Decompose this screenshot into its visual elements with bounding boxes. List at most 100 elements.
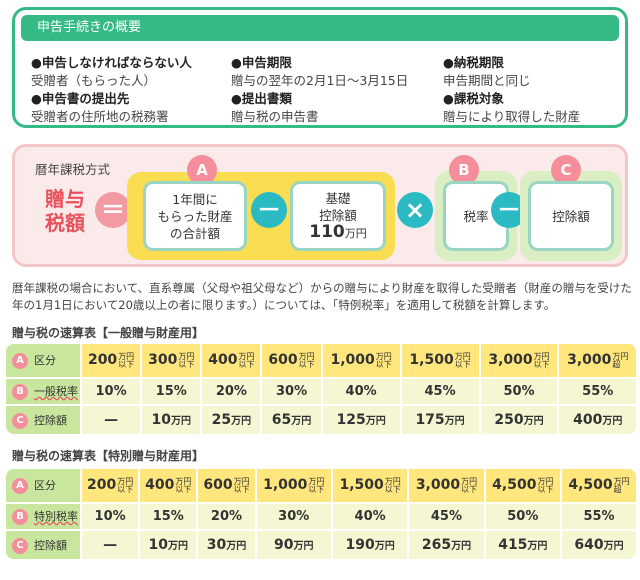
bracket-amount: 1,500 [339,477,384,494]
bracket-cell: 300万円 以下 [142,344,203,379]
bracket-unit: 万円 以下 [233,476,250,494]
deduction-cell: 415万円 [485,531,562,559]
tax-rate-label: 税率 [463,208,489,224]
deduction-unit: 万円 [291,416,312,427]
bracket-amount: 400 [145,477,175,494]
deduction-unit: 万円 [602,416,623,427]
rate-cell: 10% [82,504,141,531]
multiply-icon: × [397,192,433,228]
bracket-unit: 万円 以下 [385,477,401,494]
deduction-cell: 10万円 [140,531,199,559]
unit-bottom: 以下 [175,484,192,494]
deduction-unit: 万円 [451,541,472,552]
bracket-cell: 400万円 以下 [202,344,263,379]
unit-bottom: 以下 [298,359,315,369]
bracket-unit: 万円 以下 [117,477,134,494]
table-row-deduction: C 控除額 — 10万円 25万円 65万円 125万円 175万円 250万円 … [6,406,636,434]
unit-top: 万円 [612,351,629,361]
rate-cell: 45% [401,379,481,406]
deduction-num: 250 [494,412,524,428]
badge-b-icon: B [12,509,28,525]
row-label-text: 控除額 [34,413,67,427]
bracket-unit: 万円 以下 [537,476,554,494]
rate-cell: 40% [332,504,410,531]
unit-bottom: 以下 [117,484,134,494]
badge-c-icon: C [12,412,28,429]
equals-icon: ＝ [95,192,131,228]
table-row-bracket: A 区分 200万円 以下 300万円 以下 400万円 以下 600万円 以下 1,00… [6,344,636,379]
basic-deduction-card: 基礎 控除額 110万円 [290,181,386,251]
deduction-line2: 控除額 [319,208,357,223]
deduction-unit: 万円 [231,416,252,427]
deduction-cell: — [82,406,143,434]
unit-bottom: 超 [612,359,621,369]
bracket-cell: 200万円 以下 [82,469,141,504]
bracket-cell: 3,000万円 以下 [409,469,486,504]
overview-value: 贈与税の申告書 [231,109,319,124]
unit-bottom: 以下 [308,484,325,494]
unit-top: 万円 [308,476,325,486]
rate-cell: 30% [256,504,333,531]
deduction-card: 控除額 [528,181,614,251]
gift-total-card: 1年間に もらった財産 の合計額 [143,181,247,251]
gift-tax-line1: 贈与 [45,187,85,211]
bracket-amount: 1,000 [263,477,308,494]
unit-top: 万円 [454,351,471,361]
overview-heading: ●申告しなければならない人 [31,55,192,70]
bracket-unit: 万円超 [612,351,629,369]
special-table-title: 贈与税の速算表【特別贈与財産用】 [12,449,205,463]
bracket-cell: 200万円 以下 [82,344,143,379]
bracket-cell: 4,500万円超 [562,469,636,504]
unit-top: 万円 [537,476,554,486]
rate-cell: 55% [559,379,636,406]
unit-top: 万円 [375,351,392,361]
bracket-unit: 万円 以下 [533,351,550,369]
badge-a-icon: A [187,155,217,185]
deduction-cell: 10万円 [142,406,203,434]
bracket-cell: 600万円 以下 [262,344,323,379]
bracket-amount: 1,000 [330,352,375,369]
badge-b-icon: B [12,384,28,400]
row-label-deduction: C 控除額 [6,406,82,434]
deduction-num: 10 [151,412,171,428]
deduction-cell: 250万円 [480,406,560,434]
deduction-unit: 万円 [226,541,247,552]
gift-total-line1: 1年間に [172,191,218,207]
general-table-title: 贈与税の速算表【一般贈与財産用】 [12,326,205,340]
deduction-num: — [104,412,119,428]
row-label-bracket: A 区分 [6,469,82,504]
bracket-cell: 3,000万円 以下 [480,344,560,379]
unit-top: 万円 [178,351,195,361]
deduction-num: 10 [148,537,169,553]
overview-heading: ●申告書の提出先 [31,91,130,106]
unit-top: 万円 [613,476,630,486]
overview-value: 受贈者（もらった人） [31,73,157,88]
overview-heading: ●申告期限 [231,55,292,70]
gift-tax-label: 贈与 税額 [35,187,95,235]
overview-column-3: ●納税期限 申告期間と同じ ●課税対象 贈与により取得した財産 [443,54,580,126]
gift-total-line2: もらった財産 [157,208,233,224]
bracket-cell: 400万円 以下 [140,469,199,504]
general-rate-table: A 区分 200万円 以下 300万円 以下 400万円 以下 600万円 以下 1,00… [6,344,636,434]
unit-bottom: 以下 [233,484,250,494]
deduction-cell: 400万円 [559,406,636,434]
deduction-unit: 万円 [603,541,624,552]
rate-cell: 50% [480,379,560,406]
badge-a-icon: A [12,353,28,369]
overview-value: 申告期間と同じ [443,73,531,88]
deduction-unit: 万円 [168,541,189,552]
deduction-number: 110 [309,222,345,242]
unit-bottom: 以下 [375,359,392,369]
unit-top: 万円 [233,476,250,486]
table-row-bracket: A 区分 200万円 以下 400万円 以下 600万円 以下 1,000万円 以下 1,… [6,469,636,504]
deduction-unit: 万円 [527,541,548,552]
unit-top: 万円 [238,351,255,361]
unit-top: 万円 [118,351,135,361]
bracket-amount: 3,000 [567,352,612,369]
deduction-label: 控除額 [552,208,590,224]
row-label-text: 控除額 [34,538,67,552]
gift-total-line3: の合計額 [169,225,220,241]
unit-top: 万円 [533,351,550,361]
unit-bottom: 以下 [118,359,135,369]
badge-c-icon: C [12,537,28,554]
